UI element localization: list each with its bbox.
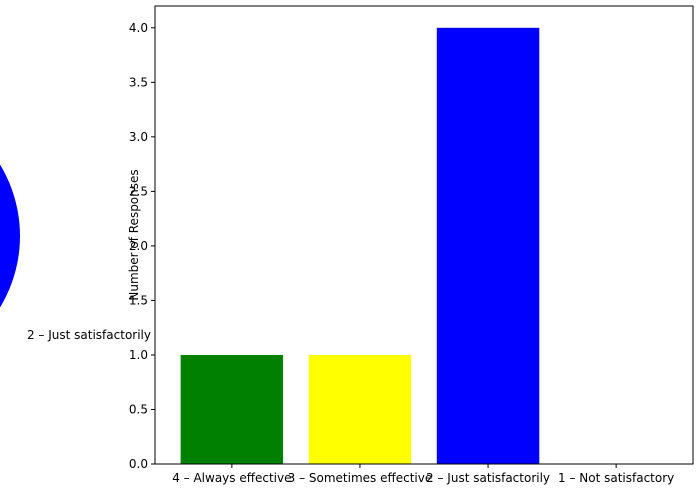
y-tick-label: 0.0 <box>129 457 148 471</box>
y-tick-label: 3.5 <box>129 75 148 89</box>
axes-frame <box>154 5 694 465</box>
pie-chart: 2 – Just satisfactorily <box>0 164 151 342</box>
x-tick-label: 2 – Just satisfactorily <box>426 471 550 485</box>
y-tick-label: 2.5 <box>129 184 148 198</box>
pie-slice-label: 2 – Just satisfactorily <box>27 328 151 342</box>
pie-slice-just-satisfactorily <box>0 164 20 308</box>
x-tick-label: 1 – Not satisfactory <box>558 471 674 485</box>
x-tick-label: 3 – Sometimes effective <box>288 471 433 485</box>
y-axis: 0.0 0.5 1.0 1.5 2.0 2.5 3.0 3.5 4.0 <box>129 21 155 471</box>
bar <box>436 27 540 465</box>
y-axis-label: Number of Responses <box>127 169 141 300</box>
y-tick-label: 0.5 <box>129 402 148 416</box>
x-tick-label: 4 – Always effective <box>172 471 291 485</box>
y-tick-label: 2.0 <box>129 239 148 253</box>
bars-layer <box>180 27 540 465</box>
y-tick-label: 1.0 <box>129 348 148 362</box>
bar <box>180 354 284 464</box>
bar-chart: 0.0 0.5 1.0 1.5 2.0 2.5 3.0 3.5 4.0 4 – Always e… <box>127 5 694 485</box>
y-tick-label: 4.0 <box>129 21 148 35</box>
y-tick-label: 3.0 <box>129 130 148 144</box>
y-tick-label: 1.5 <box>129 293 148 307</box>
bar <box>308 354 412 464</box>
